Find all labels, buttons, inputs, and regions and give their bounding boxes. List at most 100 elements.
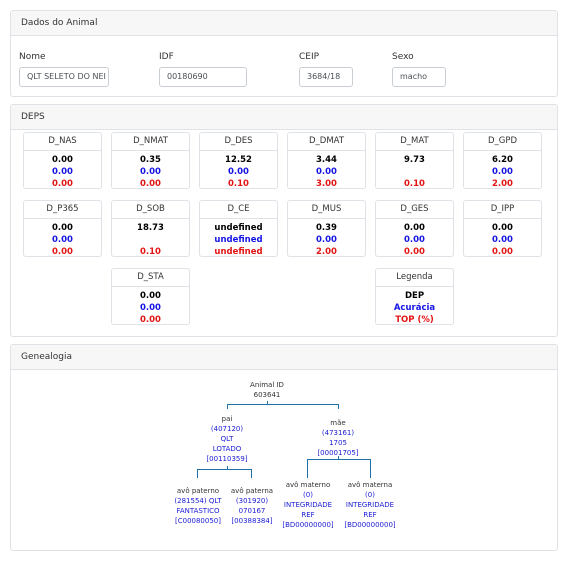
tree-node-avo-paterna-p[interactable]: avô paterna (301920) 070167 [00388384] (229, 486, 275, 526)
legend-acc: Acurácia (393, 303, 436, 313)
tree-line (338, 404, 339, 409)
dep-name: D_CE (200, 201, 277, 219)
dep-top: 0.10 (404, 179, 425, 189)
nome-label: Nome (19, 52, 46, 62)
dep-value: 12.52 (225, 155, 252, 165)
dep-box-d-nmat: D_NMAT 0.35 0.00 0.00 (111, 132, 190, 189)
pai-line: [00110359] (206, 455, 248, 463)
dep-name: D_GES (376, 201, 453, 219)
tree-line (370, 459, 371, 478)
tree-line (227, 466, 228, 470)
dep-accuracy: 0.00 (492, 235, 513, 245)
dep-box-d-p365: D_P365 0.00 0.00 0.00 (23, 200, 102, 257)
genealogia-card-header: Genealogia (11, 345, 557, 370)
tree-node-avo-materna-m[interactable]: avô materna (0) INTEGRIDADE REF [BD00000… (339, 480, 401, 530)
tree-line (227, 404, 338, 405)
animal-card: Dados do Animal Nome QLT SELETO DO NEI I… (10, 10, 558, 97)
avo-label: avô paterno (176, 487, 220, 495)
dep-top: 3.00 (316, 179, 337, 189)
dep-top: 0.00 (404, 247, 425, 257)
avo-line: REF (363, 511, 377, 519)
avo-line: (0) (365, 491, 375, 499)
tree-line (251, 469, 252, 478)
ceip-input[interactable]: 3684/18 (299, 67, 353, 87)
dep-value: 3.44 (316, 155, 337, 165)
avo-line: INTEGRIDADE (283, 501, 333, 509)
dep-accuracy: undefined (214, 235, 263, 245)
root-id: 603641 (253, 391, 281, 399)
dep-value: 9.73 (404, 155, 425, 165)
tree-node-pai[interactable]: pai (407120) QLT LOTADO [00110359] (192, 414, 262, 464)
dep-top: undefined (214, 247, 263, 257)
dep-box-d-ipp: D_IPP 0.00 0.00 0.00 (463, 200, 542, 257)
tree-line (307, 459, 370, 460)
pai-label: pai (221, 415, 233, 423)
dep-box-d-mus: D_MUS 0.39 0.00 2.00 (287, 200, 366, 257)
dep-value: 0.00 (52, 155, 73, 165)
tree-line (227, 404, 228, 409)
pai-line: LOTADO (212, 445, 242, 453)
tree-line (267, 401, 268, 405)
avo-line: INTEGRIDADE (345, 501, 395, 509)
sexo-label: Sexo (392, 52, 414, 62)
mae-label: mãe (330, 419, 346, 427)
animal-card-header: Dados do Animal (11, 11, 557, 36)
dep-accuracy: 0.00 (52, 167, 73, 177)
dep-value: undefined (214, 223, 263, 233)
dep-box-d-nas: D_NAS 0.00 0.00 0.00 (23, 132, 102, 189)
dep-top: 0.00 (52, 247, 73, 257)
dep-value: 0.35 (140, 155, 161, 165)
dep-name: D_IPP (464, 201, 541, 219)
avo-label: avô materno (285, 481, 331, 489)
tree-line (197, 469, 198, 478)
dep-value: 0.00 (404, 223, 425, 233)
dep-name: D_SOB (112, 201, 189, 219)
mae-line: [00001705] (317, 449, 359, 457)
tree-node-avo-materno-m[interactable]: avô materno (0) INTEGRIDADE REF [BD00000… (277, 480, 339, 530)
avo-line: [BD00000000] (344, 521, 396, 529)
idf-input[interactable]: 00180690 (159, 67, 247, 87)
dep-accuracy: 0.00 (140, 303, 161, 313)
dep-accuracy: 0.00 (316, 235, 337, 245)
idf-label: IDF (159, 52, 174, 62)
dep-box-d-mat: D_MAT 9.73 0.10 (375, 132, 454, 189)
dep-name: D_STA (112, 269, 189, 287)
deps-card-header: DEPS (11, 105, 557, 130)
dep-value: 6.20 (492, 155, 513, 165)
tree-node-root[interactable]: Animal ID 603641 (227, 380, 307, 400)
tree-node-avo-paterno-p[interactable]: avô paterno (281554) QLT FANTASTICO [C00… (167, 486, 229, 526)
dep-value: 0.00 (52, 223, 73, 233)
pai-line: (407120) (210, 425, 244, 433)
root-label: Animal ID (250, 381, 284, 389)
dep-top: 2.00 (316, 247, 337, 257)
genealogia-card: Genealogia Animal ID 603641 pai (407120)… (10, 344, 558, 551)
dep-box-d-sta: D_STA 0.00 0.00 0.00 (111, 268, 190, 325)
dep-accuracy: 0.00 (316, 167, 337, 177)
legend-dep: DEP (404, 291, 425, 301)
dep-top: 0.10 (140, 247, 161, 257)
dep-top: 0.00 (52, 179, 73, 189)
nome-input[interactable]: QLT SELETO DO NEI (19, 67, 109, 87)
dep-accuracy: 0.00 (140, 167, 161, 177)
dep-top: 0.10 (228, 179, 249, 189)
avo-label: avô paterna (230, 487, 274, 495)
dep-name: D_GPD (464, 133, 541, 151)
dep-value: 18.73 (137, 223, 164, 233)
dep-box-d-des: D_DES 12.52 0.00 0.10 (199, 132, 278, 189)
dep-box-d-gpd: D_GPD 6.20 0.00 2.00 (463, 132, 542, 189)
avo-line: (301920) (235, 497, 269, 505)
legend-title: Legenda (376, 269, 453, 287)
dep-top: 2.00 (492, 179, 513, 189)
dep-name: D_MUS (288, 201, 365, 219)
sexo-input[interactable]: macho (392, 67, 446, 87)
dep-name: D_NMAT (112, 133, 189, 151)
tree-node-mae[interactable]: mãe (473161) 1705 [00001705] (303, 418, 373, 458)
dep-box-d-sob: D_SOB 18.73 0.10 (111, 200, 190, 257)
dep-accuracy (376, 166, 453, 178)
dep-name: D_DMAT (288, 133, 365, 151)
dep-box-d-ges: D_GES 0.00 0.00 0.00 (375, 200, 454, 257)
dep-value: 0.39 (316, 223, 337, 233)
dep-name: D_P365 (24, 201, 101, 219)
dep-value: 0.00 (140, 291, 161, 301)
pai-line: QLT (220, 435, 234, 443)
